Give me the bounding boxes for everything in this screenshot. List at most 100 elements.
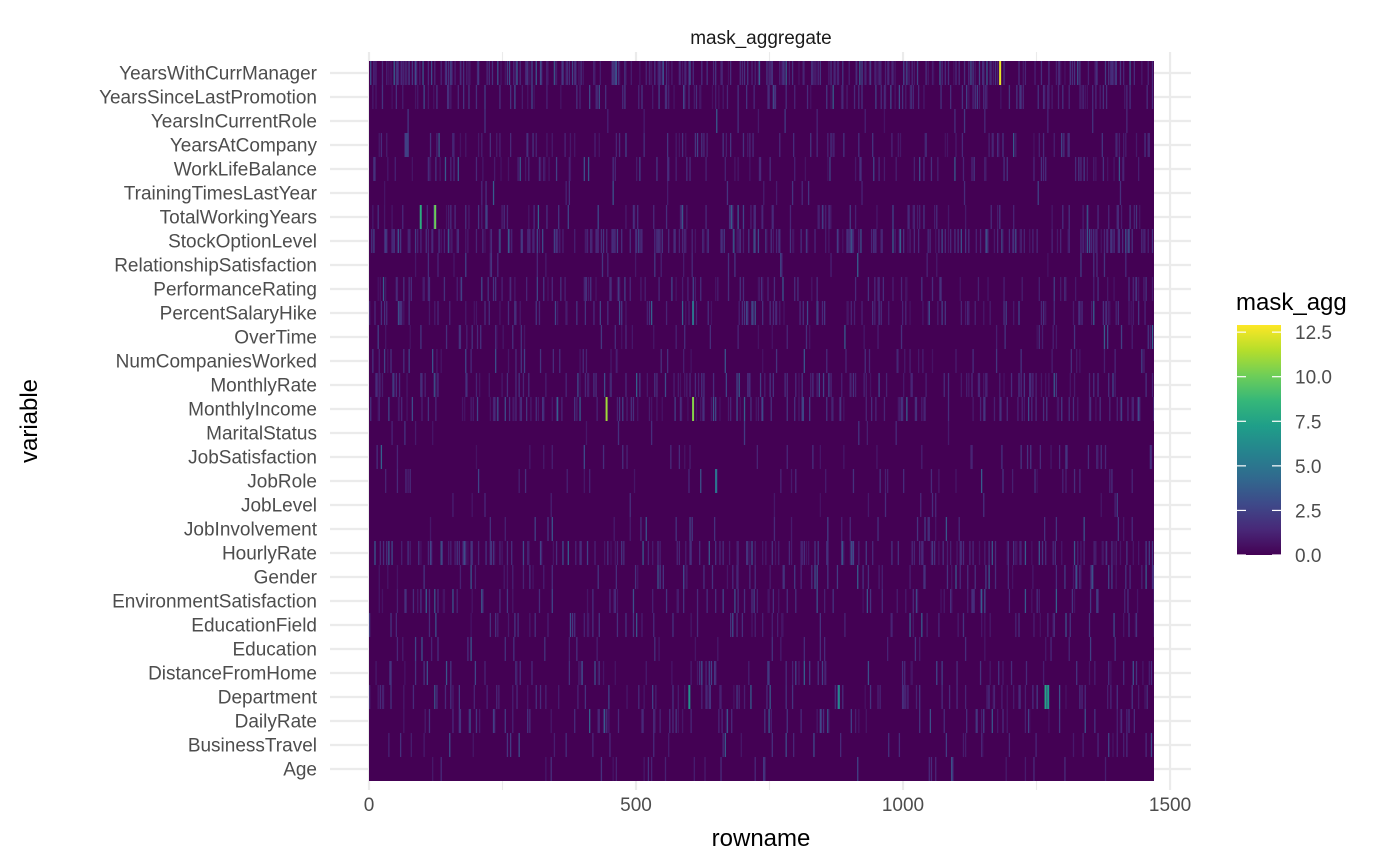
heatmap-cell xyxy=(418,541,420,565)
heatmap-cell xyxy=(1060,61,1062,85)
heatmap-cell xyxy=(729,613,732,637)
heatmap-cell xyxy=(967,301,969,325)
heatmap-cell xyxy=(529,709,531,733)
heatmap-cell xyxy=(814,61,816,85)
heatmap-cell xyxy=(895,421,897,445)
heatmap-cell xyxy=(1038,277,1040,301)
heatmap-cell xyxy=(661,61,663,85)
heatmap-cell xyxy=(976,709,979,733)
heatmap-cell xyxy=(724,733,726,757)
heatmap-cell xyxy=(586,373,589,397)
heatmap-cell xyxy=(600,229,603,253)
heatmap-cell xyxy=(648,301,651,325)
heatmap-cell xyxy=(653,205,655,229)
heatmap-cell xyxy=(798,373,800,397)
heatmap-cell xyxy=(550,757,552,781)
heatmap-cell xyxy=(1055,589,1058,613)
heatmap-cell xyxy=(979,589,982,613)
y-tick-label: YearsInCurrentRole xyxy=(151,112,317,133)
heatmap-cell xyxy=(420,325,422,349)
heatmap-cell xyxy=(955,469,957,493)
heatmap-cell xyxy=(496,685,498,709)
heatmap-cell xyxy=(817,541,819,565)
heatmap-cell xyxy=(1006,157,1008,181)
heatmap-cell xyxy=(1033,157,1035,181)
heatmap-cell xyxy=(739,61,741,85)
heatmap-cell xyxy=(786,709,788,733)
heatmap-cell xyxy=(900,277,903,301)
heatmap-cell xyxy=(527,133,529,157)
heatmap-cell xyxy=(729,61,732,85)
heatmap-cell xyxy=(585,277,588,301)
heatmap-cell xyxy=(492,181,495,205)
heatmap-cell xyxy=(1024,541,1027,565)
heatmap-cell xyxy=(768,709,770,733)
heatmap-cell xyxy=(837,229,840,253)
heatmap-cell xyxy=(701,373,703,397)
heatmap-cell xyxy=(1037,85,1039,109)
heatmap-cell xyxy=(375,61,377,85)
heatmap-cell xyxy=(699,541,701,565)
heatmap-cell xyxy=(610,277,612,301)
heatmap-row xyxy=(414,253,1127,277)
heatmap-cell xyxy=(1068,397,1070,421)
heatmap-cell xyxy=(701,61,703,85)
heatmap-cell xyxy=(964,205,967,229)
heatmap-cell xyxy=(928,301,930,325)
heatmap-cell xyxy=(632,205,635,229)
heatmap-cell xyxy=(791,181,794,205)
heatmap-cell xyxy=(830,373,832,397)
heatmap-cell xyxy=(1142,661,1144,685)
heatmap-cell xyxy=(403,277,405,301)
y-axis-tick-labels: AgeBusinessTravelDailyRateDepartmentDist… xyxy=(99,64,318,781)
heatmap-cell xyxy=(1145,541,1147,565)
heatmap-cell xyxy=(1068,229,1070,253)
heatmap-cell xyxy=(429,157,432,181)
heatmap-cell xyxy=(962,157,965,181)
heatmap-cell xyxy=(587,277,590,301)
heatmap-cell xyxy=(757,229,760,253)
heatmap-cell xyxy=(514,613,516,637)
heatmap-row xyxy=(403,709,1136,733)
heatmap-cell xyxy=(884,61,887,85)
heatmap-cell xyxy=(765,229,767,253)
heatmap-cell xyxy=(1151,565,1154,589)
heatmap-cell xyxy=(1030,373,1032,397)
heatmap-cell xyxy=(539,61,542,85)
heatmap-row xyxy=(378,133,1150,157)
heatmap-cell xyxy=(437,589,439,613)
heatmap-cell xyxy=(1131,469,1133,493)
heatmap-cell xyxy=(913,157,915,181)
heatmap-cell xyxy=(903,373,905,397)
heatmap-cell xyxy=(929,229,932,253)
heatmap-cell xyxy=(816,373,818,397)
heatmap-cell xyxy=(1069,373,1071,397)
heatmap-cell xyxy=(1066,445,1068,469)
heatmap-cell xyxy=(567,205,569,229)
heatmap-cell xyxy=(1073,589,1076,613)
heatmap-cell xyxy=(1058,709,1061,733)
heatmap-cell xyxy=(947,373,950,397)
heatmap-cell xyxy=(709,325,712,349)
heatmap-cell xyxy=(427,229,430,253)
heatmap-cell xyxy=(533,229,535,253)
heatmap-cell xyxy=(705,685,707,709)
heatmap-cell xyxy=(857,253,859,277)
heatmap-cell xyxy=(622,397,624,421)
heatmap-cell xyxy=(938,541,940,565)
heatmap-cell xyxy=(1087,61,1090,85)
heatmap-cell xyxy=(812,445,814,469)
heatmap-cell xyxy=(980,469,983,493)
heatmap-cell xyxy=(515,661,517,685)
heatmap-cell xyxy=(398,373,401,397)
y-tick-label: OverTime xyxy=(234,328,317,349)
heatmap-cell xyxy=(1121,157,1124,181)
heatmap-cell xyxy=(443,277,446,301)
heatmap-cell xyxy=(850,229,852,253)
heatmap-cell xyxy=(399,229,402,253)
heatmap-cell-highlight xyxy=(419,205,422,229)
heatmap-cell xyxy=(717,277,719,301)
heatmap-cell xyxy=(615,757,618,781)
heatmap-cell xyxy=(1107,157,1109,181)
heatmap-cell xyxy=(689,61,691,85)
